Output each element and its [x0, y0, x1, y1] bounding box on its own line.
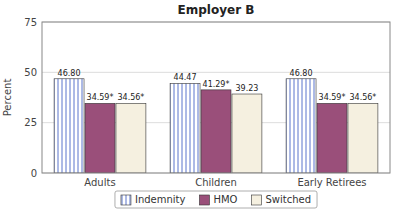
- data-label: 44.47: [174, 73, 197, 82]
- chart-container: Employer B0255075Percent46.8034.59*34.56…: [0, 0, 398, 219]
- data-label: 46.80: [290, 69, 313, 78]
- grid-line: [42, 72, 390, 73]
- plot-frame: [42, 22, 390, 173]
- legend-label: Switched: [265, 194, 311, 205]
- bars: [54, 79, 378, 173]
- data-label: 34.56*: [349, 93, 376, 102]
- x-tick-label: Children: [195, 177, 237, 188]
- x-tick-label: Adults: [84, 177, 115, 188]
- y-tick-label: 50: [24, 67, 37, 78]
- data-label: 34.59*: [319, 93, 346, 102]
- data-label: 34.59*: [87, 93, 114, 102]
- y-axis-label: Percent: [2, 79, 13, 117]
- chart-title: Employer B: [178, 3, 255, 17]
- legend-label: HMO: [213, 194, 237, 205]
- bar: [286, 79, 316, 173]
- chart-svg: Employer B0255075Percent46.8034.59*34.56…: [0, 0, 398, 219]
- legend-swatch: [251, 195, 261, 205]
- bar: [170, 83, 200, 173]
- bar: [201, 90, 231, 173]
- legend-label: Indemnity: [135, 194, 186, 205]
- y-tick-label: 75: [24, 17, 37, 28]
- legend-swatch: [199, 195, 209, 205]
- bar: [232, 94, 262, 173]
- y-tick-label: 25: [24, 117, 37, 128]
- bar: [54, 79, 84, 173]
- data-label: 41.29*: [203, 80, 230, 89]
- bar: [348, 103, 378, 173]
- x-tick-label: Early Retirees: [297, 177, 366, 188]
- data-label: 34.56*: [117, 93, 144, 102]
- legend-swatch: [121, 195, 131, 205]
- data-label: 39.23: [235, 84, 258, 93]
- bar: [317, 103, 347, 173]
- bar: [116, 103, 146, 173]
- bar: [85, 103, 115, 173]
- y-tick-label: 0: [31, 168, 37, 179]
- legend-frame: [115, 191, 317, 208]
- data-labels: 46.8034.59*34.56*44.4741.29*39.2346.8034…: [58, 69, 377, 103]
- legend: Indemnity HMO Switched: [115, 191, 317, 208]
- data-label: 46.80: [58, 69, 81, 78]
